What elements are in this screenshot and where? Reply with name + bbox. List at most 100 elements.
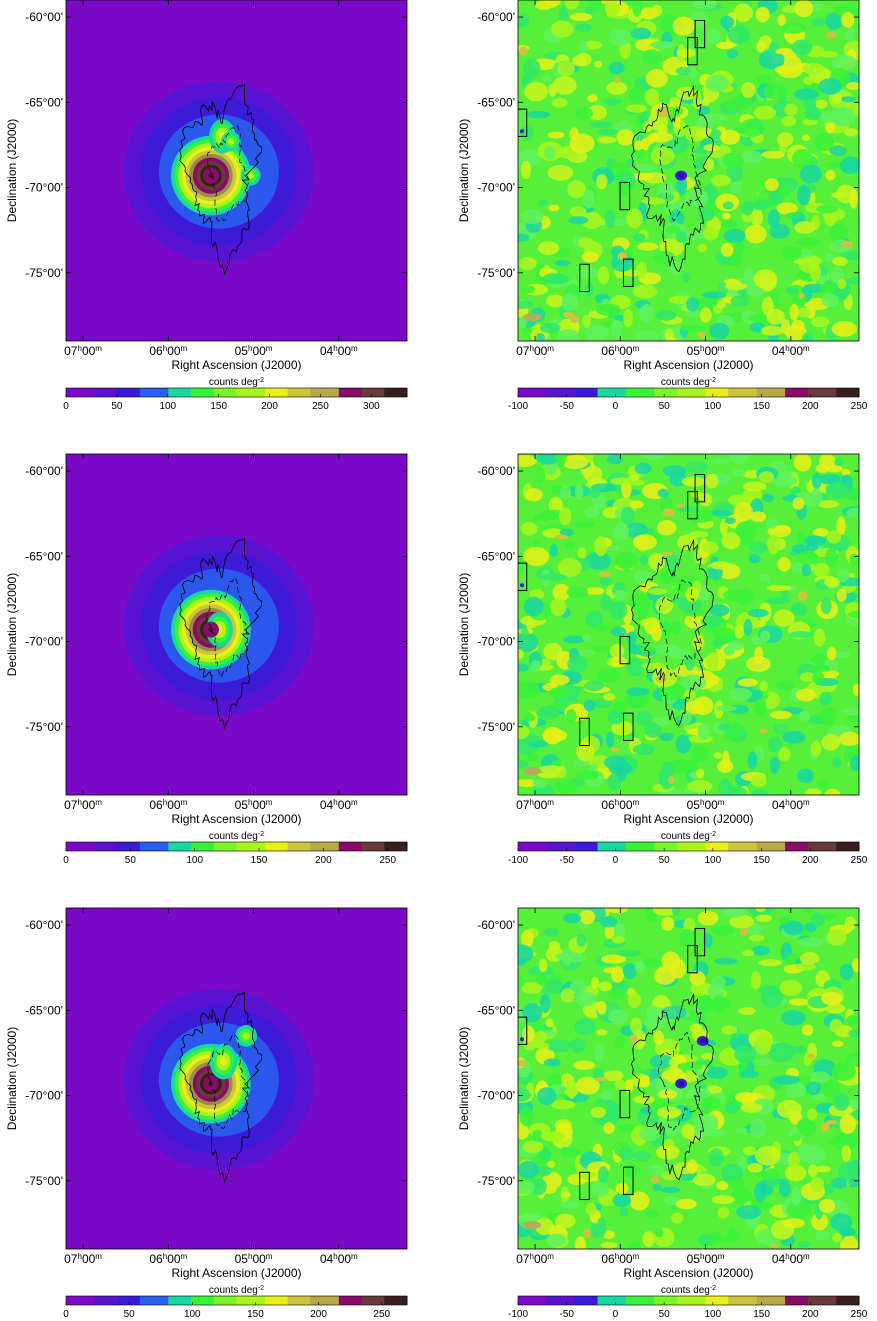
residual-blob [687, 1159, 698, 1174]
residual-blob [819, 282, 837, 293]
residual-blob [538, 1147, 552, 1161]
colorbar-segment [785, 842, 792, 851]
residual-blob [702, 541, 719, 554]
residual-blob [709, 561, 732, 570]
residual-blob [771, 474, 798, 487]
colorbar-segment [281, 388, 289, 397]
residual-blob [755, 1145, 781, 1166]
residual-blob [836, 516, 846, 536]
colorbar-segment [768, 388, 775, 397]
colorbar-label: counts deg-2 [209, 377, 264, 388]
colorbar-tick-label: -50 [559, 855, 574, 866]
colorbar-segment [253, 842, 260, 851]
y-tick-label: -70°00' [477, 635, 515, 649]
y-tick-label: -60°00' [25, 10, 63, 24]
colorbar-segment [773, 842, 780, 851]
residual-blob [756, 1058, 773, 1066]
residual-blob [681, 476, 706, 487]
residual-patch [519, 46, 528, 56]
residual-blob [671, 908, 681, 916]
residual-blob [703, 157, 715, 172]
map-area [66, 0, 407, 341]
residual-blob [521, 982, 543, 994]
colorbar-segment [100, 388, 107, 397]
residual-blob [659, 732, 674, 742]
residual-blob [575, 23, 593, 32]
colorbar-segment [779, 842, 786, 851]
residual-blob [637, 242, 659, 251]
residual-blob [742, 1146, 757, 1156]
residual-blob [639, 7, 658, 20]
residual-patch [677, 503, 685, 509]
residual-blob [796, 1117, 816, 1137]
residual-blob [802, 76, 814, 86]
residual-blob [560, 1148, 583, 1157]
residual-patch [798, 292, 805, 299]
colorbar-segment [586, 1296, 593, 1305]
contour-line [630, 993, 714, 1181]
residual-blob [688, 509, 714, 523]
residual-blob [645, 69, 668, 88]
region-box [687, 37, 698, 66]
residual-blob [584, 587, 605, 595]
residual-blob [825, 121, 835, 134]
colorbar-segment [745, 1296, 752, 1305]
colorbar-segment [304, 388, 311, 397]
colorbar-segment [569, 1296, 576, 1305]
colorbar-segment [643, 842, 650, 851]
residual-blob [781, 245, 802, 262]
residual-blob [759, 680, 768, 692]
residual-blob [576, 933, 587, 947]
residual-blob [652, 908, 678, 916]
colorbar-segment [557, 1296, 564, 1305]
residual-blob [609, 644, 625, 659]
residual-blob [551, 97, 568, 108]
residual-blob [626, 208, 643, 229]
colorbar-segment [185, 842, 192, 851]
residual-blob [780, 589, 789, 598]
residual-blob [753, 269, 778, 289]
residual-blob [750, 208, 764, 227]
residual-blob [603, 1070, 624, 1082]
colorbar-segment [671, 842, 678, 851]
residual-blob [824, 253, 835, 263]
colorbar-segment [830, 388, 837, 397]
residual-blob [722, 212, 731, 220]
colorbar-segment [361, 842, 368, 851]
residual-blob [826, 530, 842, 544]
plot-frame [65, 0, 408, 342]
colorbar-tick-label: 150 [753, 855, 770, 866]
colorbar-segment [156, 1296, 164, 1305]
residual-blob [797, 937, 823, 947]
residual-patch [797, 591, 808, 601]
residual-blob [726, 49, 739, 59]
residual-blob [792, 497, 805, 510]
residual-blob [709, 1231, 722, 1245]
colorbar-segment [259, 1296, 266, 1305]
colorbar-tick-label: 150 [251, 855, 268, 866]
residual-blob [556, 329, 579, 341]
colorbar-segment [762, 842, 769, 851]
colorbar-segment [779, 388, 786, 397]
colorbar-segment [259, 388, 266, 397]
colorbar-segment [733, 388, 741, 397]
colorbar-segment [213, 388, 220, 397]
colorbar-segment [367, 388, 374, 397]
residual-blob [716, 41, 734, 50]
colorbar-segment [327, 1296, 334, 1305]
colorbar-segment [614, 842, 621, 851]
residual-blob [632, 743, 655, 756]
residual-blob [749, 322, 765, 333]
colorbar-segment [603, 388, 610, 397]
colorbar-segment [230, 1296, 237, 1305]
residual-blob [577, 267, 599, 280]
colorbar-segment [569, 842, 576, 851]
colorbar-segment [247, 1296, 255, 1305]
colorbar-segment [824, 388, 832, 397]
residual-blob [747, 608, 769, 618]
colorbar-segment [179, 842, 186, 851]
colorbar-segment [384, 388, 391, 397]
residual-blob [730, 182, 743, 194]
residual-blob [849, 188, 858, 209]
colorbar-segment [648, 388, 655, 397]
